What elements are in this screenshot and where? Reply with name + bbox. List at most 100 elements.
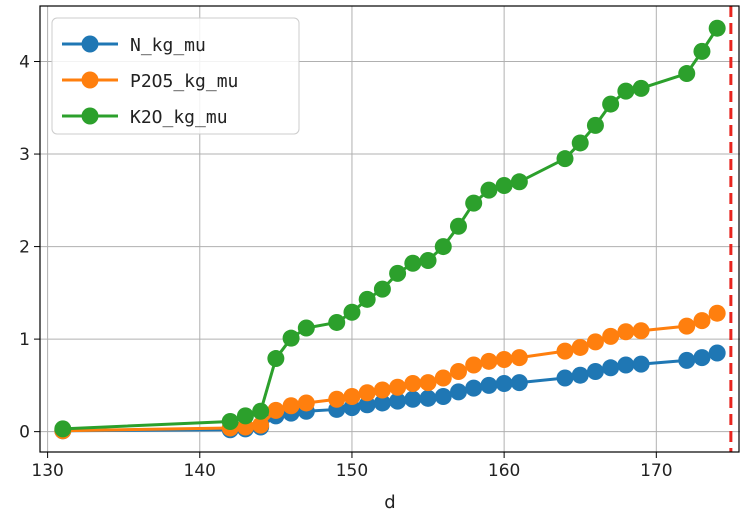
legend-swatch-marker	[81, 71, 99, 89]
data-point	[617, 356, 635, 374]
data-point	[449, 362, 467, 380]
data-point	[389, 378, 407, 396]
data-point	[389, 264, 407, 282]
data-point	[343, 387, 361, 405]
data-point	[252, 416, 270, 434]
data-point	[328, 313, 346, 331]
legend-label: N_kg_mu	[130, 35, 206, 56]
data-point	[495, 177, 513, 195]
data-point	[358, 384, 376, 402]
y-tick-label: 2	[19, 238, 30, 258]
data-point	[267, 350, 285, 368]
data-point	[221, 412, 239, 430]
data-point	[465, 356, 483, 374]
data-point	[571, 338, 589, 356]
data-point	[328, 390, 346, 408]
data-point	[480, 352, 498, 370]
data-point	[556, 342, 574, 360]
data-point	[602, 359, 620, 377]
data-point	[252, 402, 270, 420]
data-point	[434, 387, 452, 405]
data-point	[693, 42, 711, 60]
x-tick-label: 170	[640, 461, 672, 481]
data-point	[617, 323, 635, 341]
x-tick-label: 140	[184, 461, 216, 481]
data-point	[373, 381, 391, 399]
y-tick-label: 1	[19, 330, 30, 350]
legend-label: P2O5_kg_mu	[130, 71, 238, 92]
data-point	[419, 389, 437, 407]
data-point	[571, 134, 589, 152]
data-point	[556, 369, 574, 387]
plot-frame	[39, 5, 740, 453]
data-point	[419, 374, 437, 392]
legend-box	[51, 17, 300, 135]
legend-swatch-marker	[81, 35, 99, 53]
data-point	[678, 317, 696, 335]
series-P2O5_kg_mu	[54, 304, 726, 440]
data-point	[297, 319, 315, 337]
data-point	[419, 251, 437, 269]
x-axis-label: d	[384, 492, 395, 513]
data-point	[373, 280, 391, 298]
series-layer	[54, 19, 726, 440]
data-point	[297, 394, 315, 412]
data-point	[480, 376, 498, 394]
data-point	[510, 374, 528, 392]
y-tick-label: 0	[19, 423, 30, 443]
data-point	[404, 254, 422, 272]
data-point	[465, 194, 483, 212]
data-point	[678, 65, 696, 83]
data-point	[495, 375, 513, 393]
legend-swatch-marker	[81, 107, 99, 125]
data-point	[495, 350, 513, 368]
data-point	[693, 312, 711, 330]
data-point	[602, 327, 620, 345]
data-point	[404, 390, 422, 408]
data-point	[510, 173, 528, 191]
data-point	[632, 322, 650, 340]
data-point	[373, 394, 391, 412]
data-point	[632, 355, 650, 373]
data-point	[693, 349, 711, 367]
data-point	[586, 333, 604, 351]
data-point	[236, 407, 254, 425]
x-tick-label: 150	[336, 461, 368, 481]
data-point	[708, 19, 726, 37]
data-point	[389, 392, 407, 410]
data-point	[632, 79, 650, 97]
data-point	[465, 379, 483, 397]
data-point	[282, 397, 300, 415]
series-K2O_kg_mu	[54, 19, 726, 438]
data-point	[434, 238, 452, 256]
data-point	[358, 396, 376, 414]
x-axis: 130 140 150 160 170	[31, 452, 673, 481]
data-point	[54, 420, 72, 438]
data-point	[556, 150, 574, 168]
data-point	[617, 82, 635, 100]
data-point	[358, 290, 376, 308]
data-point	[343, 303, 361, 321]
data-point	[267, 401, 285, 419]
data-point	[586, 116, 604, 134]
data-point	[708, 344, 726, 362]
data-point	[678, 351, 696, 369]
y-tick-label: 3	[19, 145, 30, 165]
data-point	[282, 329, 300, 347]
data-point	[434, 369, 452, 387]
x-tick-label: 130	[31, 461, 63, 481]
data-point	[449, 217, 467, 235]
data-point	[404, 375, 422, 393]
data-point	[449, 383, 467, 401]
x-tick-label: 160	[488, 461, 520, 481]
data-point	[510, 349, 528, 367]
y-tick-label: 4	[19, 53, 30, 73]
data-point	[602, 95, 620, 113]
data-point	[480, 181, 498, 199]
legend: N_kg_mu P2O5_kg_mu K2O_kg_mu	[51, 17, 300, 135]
data-point	[708, 304, 726, 322]
data-point	[586, 362, 604, 380]
y-axis: 0 1 2 3 4	[19, 53, 40, 443]
data-point	[571, 366, 589, 384]
